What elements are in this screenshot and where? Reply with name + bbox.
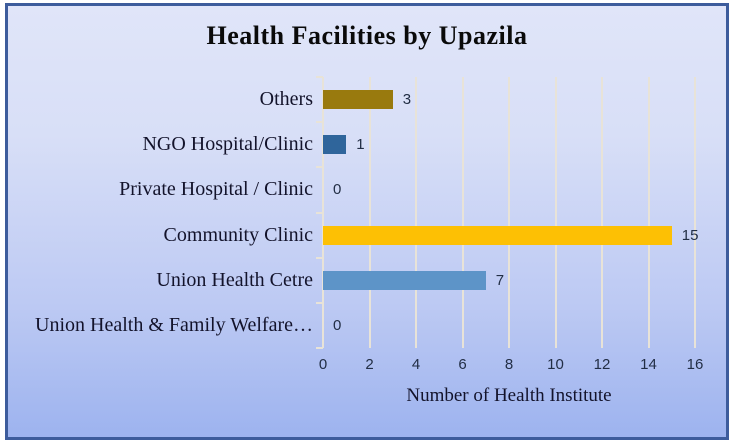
x-tick-label: 16: [686, 356, 704, 373]
category-axis-tick: [316, 301, 323, 304]
gridline: [368, 77, 371, 348]
x-tick-label: 6: [458, 356, 467, 373]
category-axis-tick: [316, 347, 323, 349]
gridline: [694, 77, 696, 348]
gridline: [554, 77, 557, 348]
category-label: NGO Hospital/Clinic: [142, 133, 313, 156]
bar: [323, 225, 672, 245]
x-tick-label: 12: [593, 356, 611, 373]
bar: [323, 135, 347, 155]
category-axis-tick: [316, 166, 323, 169]
value-label: 3: [402, 91, 412, 108]
chart-frame: [5, 3, 729, 440]
category-label: Union Health Cetre: [156, 268, 313, 291]
value-label: 0: [333, 181, 342, 199]
category-label: Private Hospital / Clinic: [119, 178, 313, 201]
category-label: Others: [259, 88, 313, 110]
gridline: [461, 77, 464, 348]
value-label: 0: [333, 316, 342, 334]
gridline: [601, 77, 603, 348]
x-tick-label: 2: [365, 356, 374, 373]
value-label: 1: [356, 136, 365, 154]
value-label: 15: [681, 226, 699, 244]
category-axis-tick: [316, 256, 323, 259]
category-label: Union Health & Family Welfare…: [35, 313, 313, 336]
gridline: [647, 77, 650, 348]
x-axis-title: Number of Health Institute: [406, 385, 612, 406]
category-axis-tick: [316, 76, 323, 78]
x-tick-label: 10: [547, 356, 564, 373]
category-axis-tick: [316, 121, 323, 124]
x-tick-label: 0: [318, 356, 328, 373]
gridline: [415, 77, 417, 348]
x-tick-label: 4: [411, 356, 421, 373]
chart-title: Health Facilities by Upazila: [206, 21, 528, 50]
bar: [323, 90, 393, 110]
x-tick-label: 14: [640, 356, 657, 373]
category-label: Community Clinic: [163, 223, 313, 246]
bar: [323, 270, 486, 290]
x-tick-label: 8: [504, 356, 514, 373]
value-label: 7: [495, 271, 505, 289]
category-axis-line: [322, 77, 324, 348]
category-axis-tick: [316, 211, 323, 214]
gridline: [508, 77, 510, 348]
